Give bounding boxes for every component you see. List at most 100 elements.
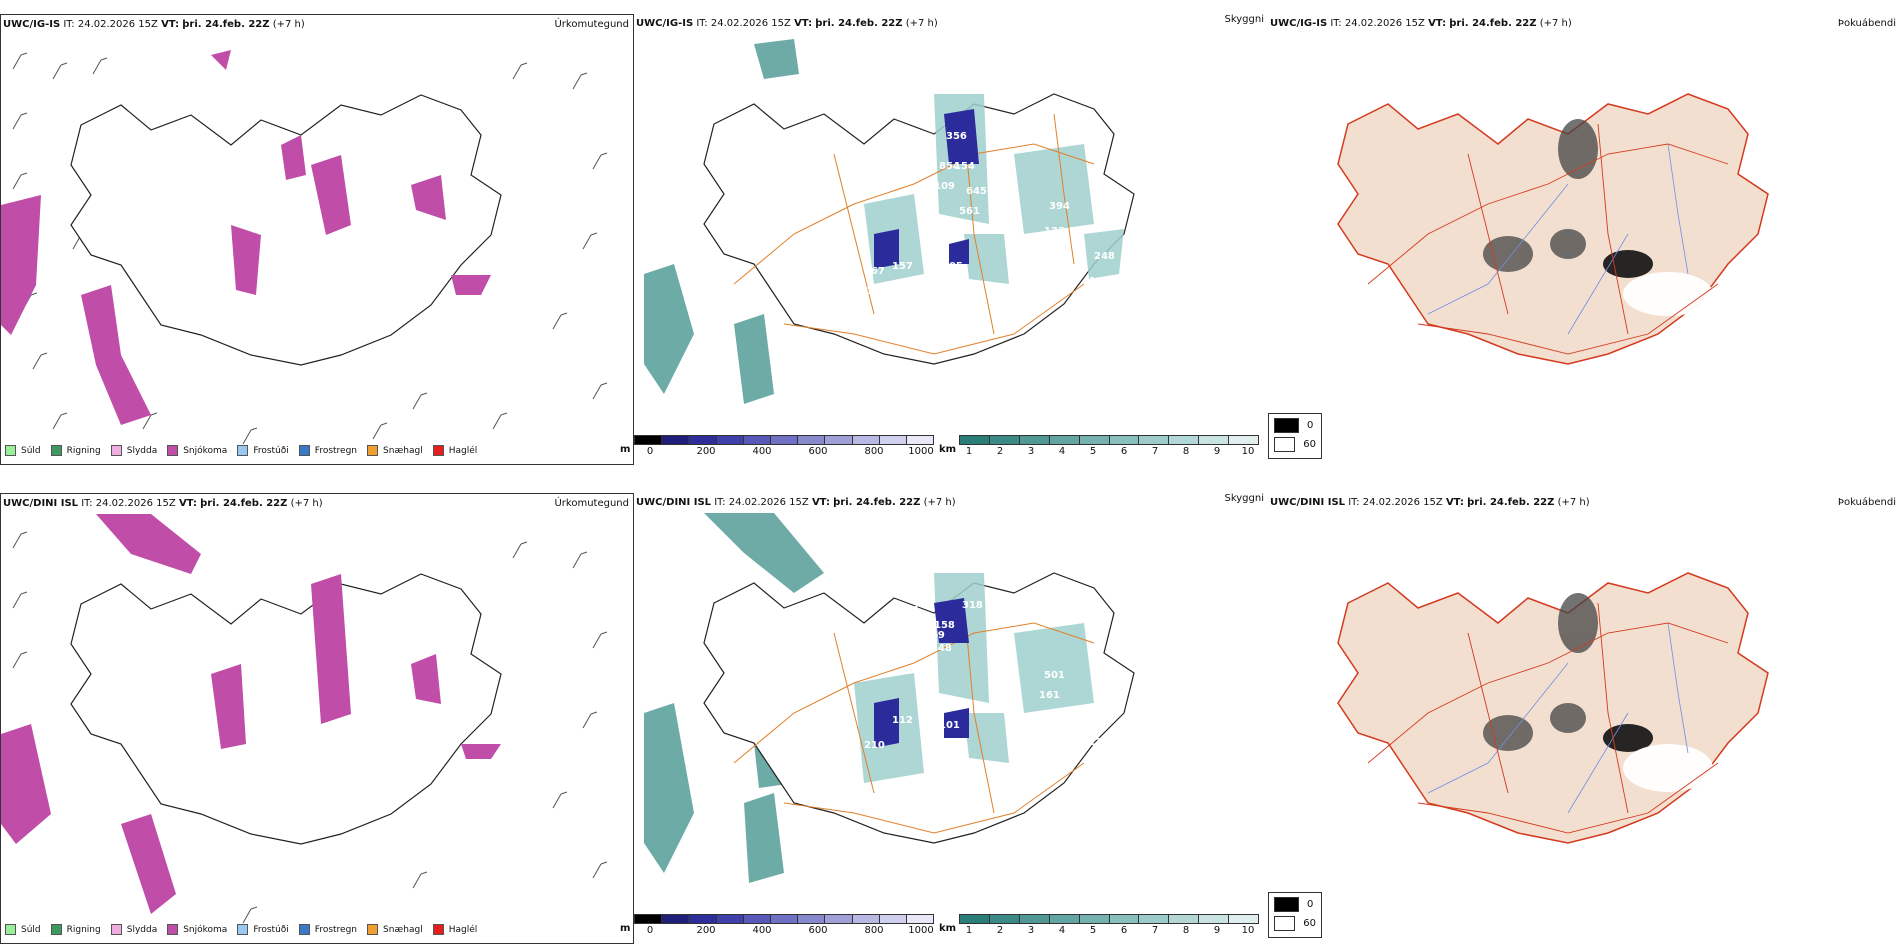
legend-item: Frostúði [237,924,289,935]
visibility-unit: km [939,444,957,455]
tick: 5 [1089,446,1097,457]
rivers [1427,143,1689,335]
svg-text:47: 47 [844,745,858,756]
precip-legend: Súld Rigning Slydda Snjókoma Frostúði Fr… [5,445,477,456]
tick: 10 [1241,925,1255,936]
panel-title: Þokuábendi [1837,497,1896,508]
tick: 2 [996,925,1004,936]
tick: 1000 [908,446,934,457]
fog-index-map [1337,93,1769,365]
ceiling-colorbar: m 0 200 400 600 800 1000 [620,435,934,460]
svg-text:854: 854 [939,161,960,172]
ceiling-unit: m [620,444,631,455]
tick: 800 [864,446,884,457]
svg-text:105: 105 [942,261,963,272]
snow-areas [1,50,491,425]
visibility-colorbar: km 1 2 3 4 5 6 7 8 9 10 [939,435,1259,460]
tick: 400 [752,925,772,936]
visibility-panel-1: UWC/IG-IS IT: 24.02.2026 15Z VT: þri. 24… [620,14,1268,465]
tick: 3 [1027,446,1035,457]
fog-legend-item: 0 [1274,897,1316,912]
visibility-colorbar-swatches [959,435,1259,445]
visibility-map: 831 318 158 159 148 501 161 112 101 210 … [644,513,1135,883]
legend-item: Snæhagl [367,445,423,456]
legend-item: Frostúði [237,445,289,456]
svg-text:154: 154 [954,161,975,172]
panel-header: UWC/DINI ISL IT: 24.02.2026 15Z VT: þri.… [1270,497,1590,508]
visibility-panel-2: UWC/DINI ISL IT: 24.02.2026 15Z VT: þri.… [620,493,1268,944]
snow-areas [1,514,501,914]
roads [1367,123,1729,355]
svg-text:831: 831 [899,605,920,616]
panel-header: UWC/IG-IS IT: 24.02.2026 15Z VT: þri. 24… [3,19,305,30]
legend-item: Rigning [50,924,101,935]
iceland-outline [1337,93,1769,365]
svg-text:160: 160 [1089,276,1110,287]
fog-legend-item: 60 [1274,437,1316,452]
legend-item: Súld [5,445,41,456]
svg-text:112: 112 [892,715,913,726]
svg-text:167: 167 [864,266,885,277]
panel-header: UWC/IG-IS IT: 24.02.2026 15Z VT: þri. 24… [636,18,938,29]
ceiling-colorbar-swatches [634,435,934,445]
tick: 10 [1241,446,1255,457]
legend-item: Slydda [110,445,157,456]
svg-text:133: 133 [1044,226,1065,237]
tick: 8 [1182,446,1190,457]
tick: 9 [1213,925,1221,936]
visibility-unit: km [939,923,957,934]
svg-text:356: 356 [946,131,967,142]
svg-text:136: 136 [1014,276,1035,287]
svg-text:15: 15 [1054,276,1068,287]
svg-text:159: 159 [924,630,945,641]
tick: 800 [864,925,884,936]
svg-text:148: 148 [931,643,952,654]
roads [1367,602,1729,834]
tick: 7 [1151,925,1159,936]
precip-legend: Súld Rigning Slydda Snjókoma Frostúði Fr… [5,924,477,935]
precip-type-map [1,50,608,445]
svg-text:161: 161 [1039,690,1060,701]
svg-text:101: 101 [939,720,960,731]
tick: 3 [1027,925,1035,936]
fog-legend-item: 60 [1274,916,1316,931]
iceland-outline [70,94,502,366]
tick: 4 [1058,446,1066,457]
svg-text:126: 126 [1089,737,1110,748]
tick: 1 [965,446,973,457]
panel-title: Úrkomutegund [554,19,629,30]
legend-item: Haglél [432,445,477,456]
tick: 1 [965,925,973,936]
tick: 6 [1120,925,1128,936]
svg-text:179: 179 [1014,735,1035,746]
svg-text:645: 645 [966,186,987,197]
svg-text:210: 210 [864,740,885,751]
legend-item: Frostregn [298,445,357,456]
rivers [1427,622,1689,814]
legend-item: Haglél [432,924,477,935]
tick: 6 [1120,446,1128,457]
tick: 600 [808,446,828,457]
panel-title: Þokuábendi [1837,18,1896,29]
tick: 400 [752,446,772,457]
precip-type-panel-1: UWC/IG-IS IT: 24.02.2026 15Z VT: þri. 24… [0,14,634,465]
ceiling-unit: m [620,923,631,934]
panel-title: Skyggni [1224,493,1264,504]
svg-text:318: 318 [962,600,983,611]
panel-title: Úrkomutegund [554,498,629,509]
visibility-map: 394 356 854 154 109 645 561 394 133 167 … [644,39,1135,412]
tick: 200 [696,446,716,457]
svg-text:561: 561 [959,206,980,217]
tick: 9 [1213,446,1221,457]
tick: 4 [1058,925,1066,936]
fog-index-panel-1: UWC/IG-IS IT: 24.02.2026 15Z VT: þri. 24… [1268,14,1900,465]
svg-text:394: 394 [694,256,715,267]
svg-text:109: 109 [934,181,955,192]
svg-text:157: 157 [892,261,913,272]
tick: 0 [646,925,654,936]
visibility-colorbar-swatches [959,914,1259,924]
legend-item: Snjókoma [167,924,227,935]
legend-item: Frostregn [298,924,357,935]
panel-title: Skyggni [1224,14,1264,25]
tick: 600 [808,925,828,936]
